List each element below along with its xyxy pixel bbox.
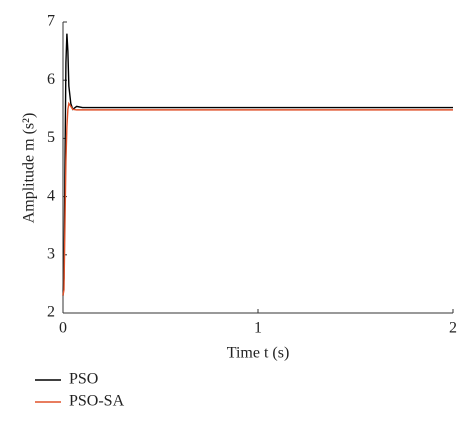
x-tick-label: 2 bbox=[449, 320, 457, 337]
legend-label: PSO bbox=[69, 371, 98, 388]
legend-label: PSO-SA bbox=[69, 393, 125, 410]
line-series bbox=[62, 33, 453, 296]
y-tick-label: 7 bbox=[47, 13, 55, 30]
y-tick-label: 6 bbox=[47, 71, 55, 88]
x-tick-label: 0 bbox=[59, 320, 67, 337]
y-tick-label: 4 bbox=[47, 187, 55, 204]
y-tick-label: 3 bbox=[47, 245, 55, 262]
x-tick-label: 1 bbox=[254, 320, 262, 337]
y-tick-label: 2 bbox=[47, 304, 55, 321]
line-series bbox=[62, 101, 453, 296]
y-tick-label: 5 bbox=[47, 129, 55, 146]
x-axis-label: Time t (s) bbox=[227, 345, 290, 362]
y-axis-label: Amplitude m (s²) bbox=[21, 113, 38, 224]
